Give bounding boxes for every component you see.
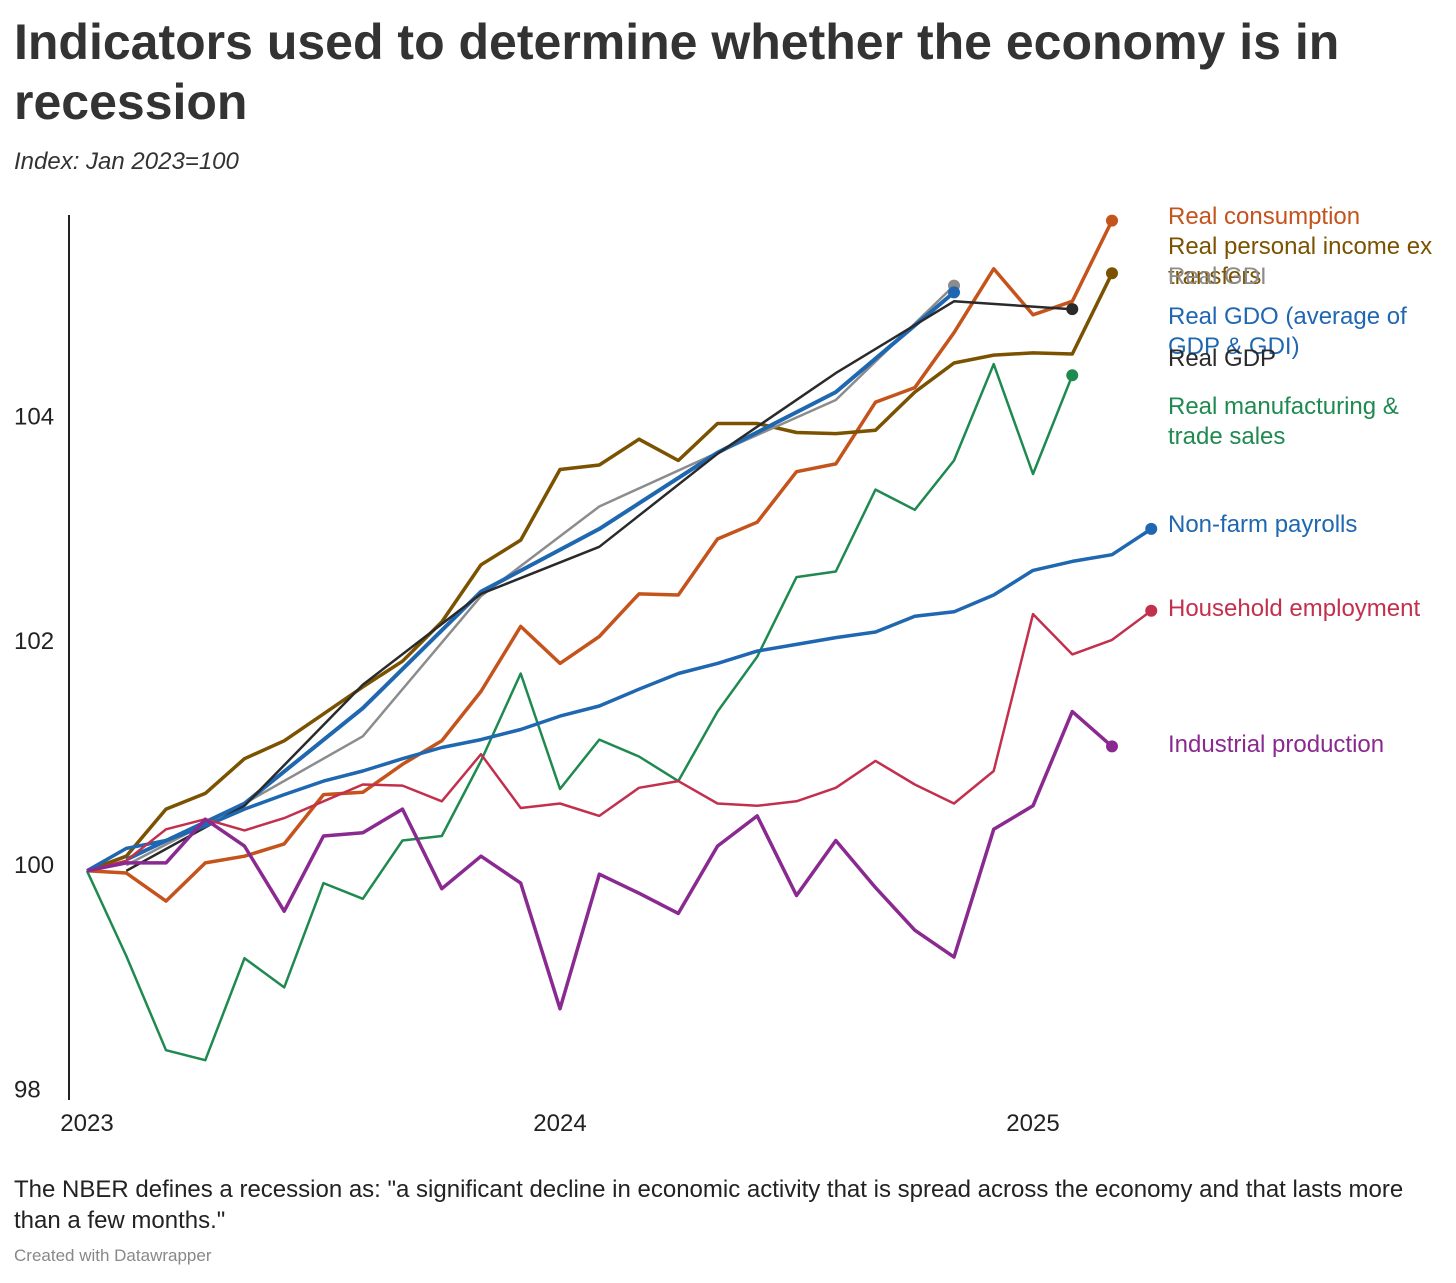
x-tick-label: 2025 [1006,1110,1059,1137]
end-point [1105,214,1118,227]
series-line [125,290,956,862]
series-line [86,219,1114,903]
series-label: Real personal income ex transfers [1168,233,1433,290]
series-line [125,284,955,867]
series-label: Real manufacturing & trade sales [1168,393,1399,450]
end-point [1105,267,1118,280]
series-label: Industrial production [1168,731,1385,758]
series-line [125,300,1073,872]
series-label: Household employment [1168,595,1421,622]
series-label: Real consumption [1168,203,1361,230]
x-tick-label: 2023 [60,1110,113,1137]
series-line [86,709,1114,1011]
x-tick-label: 2024 [533,1110,586,1137]
series-label: Real GDO (average of GDP & GDI) [1168,303,1407,360]
chart-subtitle: Index: Jan 2023=100 [14,148,239,175]
end-point [1066,369,1079,382]
series-label: Real GDP [1168,345,1277,372]
chart-note: The NBER defines a recession as: "a sign… [14,1176,1404,1234]
end-point [1066,303,1079,316]
end-point [1145,604,1158,617]
end-point [948,286,961,299]
series-line [86,272,1114,873]
y-tick-label: 100 [14,852,54,879]
y-tick-label: 102 [14,628,54,655]
chart-title: Indicators used to determine whether the… [14,14,1340,130]
chart-credit: Created with Datawrapper [14,1246,212,1265]
series-line [86,527,1153,873]
series-line [86,609,1153,873]
y-tick-label: 98 [14,1076,41,1103]
series-label: Real GDI [1168,263,1267,290]
y-tick-label: 104 [14,404,54,431]
end-point [1105,740,1118,753]
series-line [85,362,1074,1062]
end-point [1145,522,1158,535]
series-label: Non-farm payrolls [1168,511,1358,538]
